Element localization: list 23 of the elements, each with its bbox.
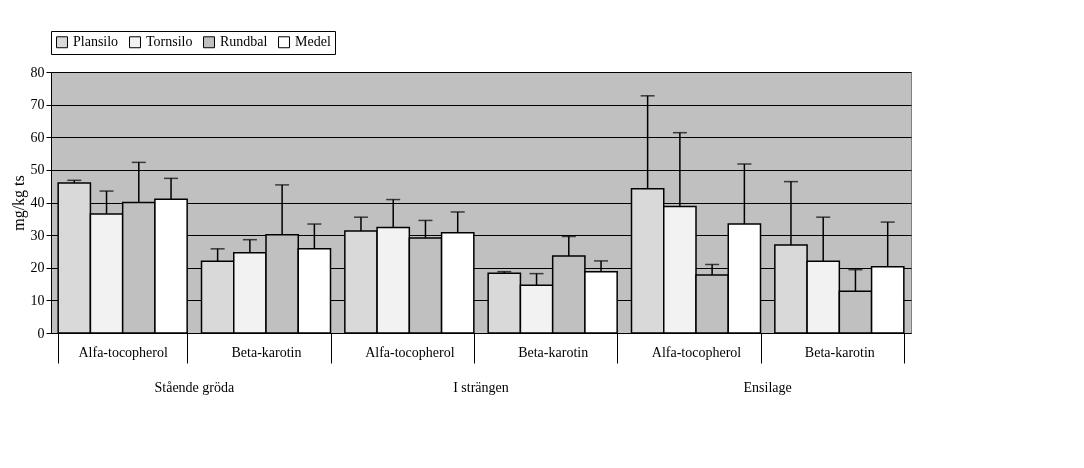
x-tick-label: Beta-karotin (518, 344, 589, 360)
x-tick-label: Alfa-tocopherol (651, 344, 742, 360)
y-tick-label: 50 (30, 162, 45, 178)
text: I strängen (453, 380, 509, 395)
y-tick-label: 10 (30, 292, 45, 308)
x-tick-label: Alfa-tocopherol (78, 344, 168, 360)
y-tick-label: 80 (30, 64, 45, 80)
y-tick-label: 60 (30, 129, 45, 145)
y-tick-label: 30 (30, 227, 45, 243)
legend-label: Tornsilo (146, 34, 193, 50)
legend-label: Plansilo (73, 34, 119, 50)
y-axis-title: mg/kg ts (9, 175, 28, 231)
y-tick-label: 20 (30, 260, 45, 276)
x-tick-label: Beta-karotin (804, 344, 875, 360)
y-tick-label: 70 (30, 97, 45, 113)
text: Stående gröda (154, 380, 235, 395)
x-tick-label: Alfa-tocopherol (365, 344, 455, 360)
legend-label: Rundbal (220, 34, 268, 50)
text: Ensilage (743, 380, 792, 395)
y-tick-label: 0 (37, 325, 45, 341)
y-tick-label: 40 (30, 195, 45, 210)
legend-label: Medel (295, 34, 331, 50)
x-tick-label: Beta-karotin (231, 344, 302, 360)
